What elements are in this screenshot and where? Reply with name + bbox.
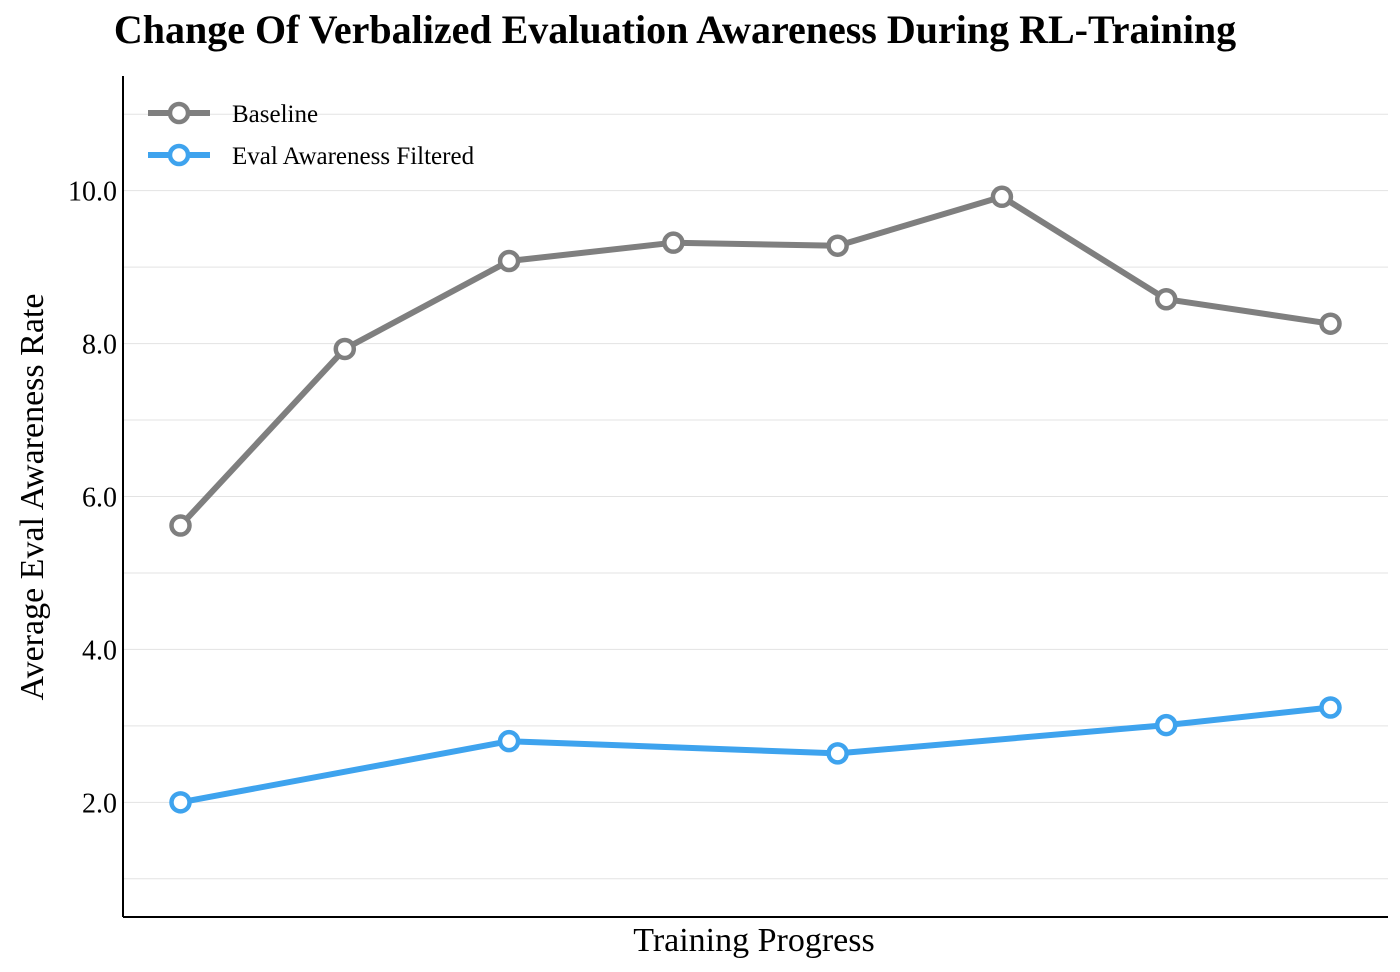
data-point xyxy=(497,729,521,753)
legend-swatch-marker xyxy=(167,143,191,167)
data-point xyxy=(1154,713,1178,737)
data-point xyxy=(169,514,192,537)
legend-item: Eval Awareness Filtered xyxy=(148,143,475,170)
x-axis-label: Training Progress xyxy=(633,922,875,959)
data-point xyxy=(1319,696,1342,719)
legend-label: Eval Awareness Filtered xyxy=(232,143,475,170)
y-tick-label: 10.0 xyxy=(68,177,117,208)
data-point xyxy=(1154,287,1178,311)
legend-swatch-marker xyxy=(167,101,191,125)
data-point xyxy=(662,231,685,254)
legend-item: Baseline xyxy=(148,101,318,128)
y-axis-label: Average Eval Awareness Rate xyxy=(14,294,51,701)
y-tick-label: 6.0 xyxy=(82,483,117,514)
axes xyxy=(122,76,1388,918)
series-1 xyxy=(169,696,1342,814)
legend-label: Baseline xyxy=(232,101,318,128)
data-point xyxy=(990,185,1014,209)
y-tick-label: 2.0 xyxy=(82,788,117,819)
legend: Baseline Eval Awareness Filtered xyxy=(148,101,475,170)
data-point xyxy=(169,791,192,814)
series-layer xyxy=(169,185,1342,814)
data-point xyxy=(1319,312,1342,335)
y-tick-labels: 2.0 4.0 6.0 8.0 10.0 xyxy=(68,177,117,820)
data-point xyxy=(826,742,849,765)
data-point xyxy=(497,249,521,273)
series-line xyxy=(177,193,1334,529)
data-point xyxy=(826,234,849,257)
y-tick-label: 4.0 xyxy=(82,635,117,666)
chart-title: Change Of Verbalized Evaluation Awarenes… xyxy=(114,7,1236,52)
y-tick-label: 8.0 xyxy=(82,330,117,361)
gridlines xyxy=(123,113,1388,880)
data-point xyxy=(333,337,357,361)
series-0 xyxy=(169,185,1342,537)
